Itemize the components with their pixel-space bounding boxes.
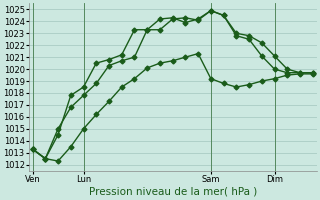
X-axis label: Pression niveau de la mer( hPa ): Pression niveau de la mer( hPa ) xyxy=(89,187,257,197)
